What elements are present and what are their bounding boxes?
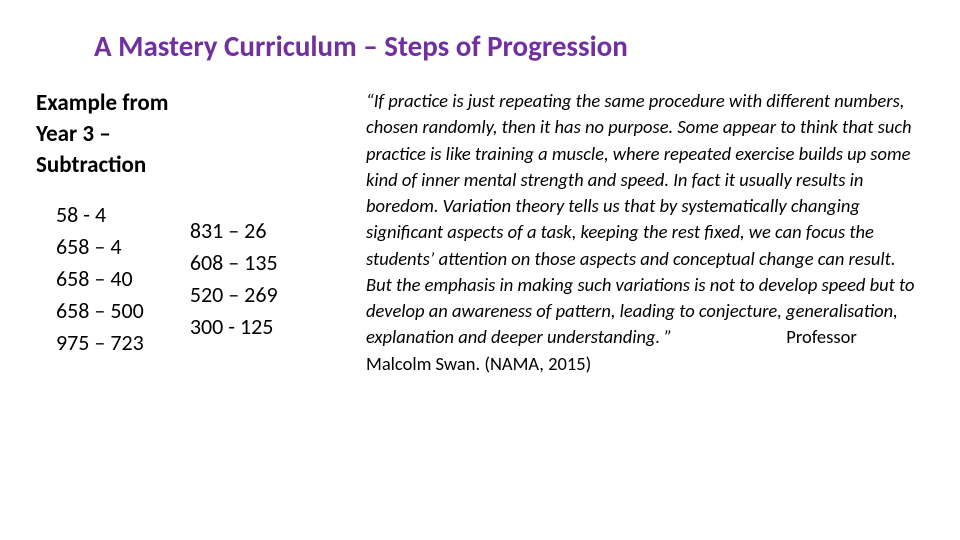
example-a3: 658 – 40 <box>56 263 144 295</box>
examples-col-b: 831 – 26 608 – 135 520 – 269 300 - 125 <box>190 215 278 358</box>
left-column: Example from Year 3 – Subtraction 58 - 4… <box>36 88 366 359</box>
example-a1: 58 - 4 <box>56 199 144 231</box>
example-a4: 658 – 500 <box>56 295 144 327</box>
example-heading-line1: Example from <box>36 88 354 119</box>
content-row: Example from Year 3 – Subtraction 58 - 4… <box>36 88 924 377</box>
example-heading-line2: Year 3 – <box>36 119 354 150</box>
quote-block: “If practice is just repeating the same … <box>366 88 924 377</box>
slide-container: A Mastery Curriculum – Steps of Progress… <box>0 0 960 401</box>
example-heading-line3: Subtraction <box>36 150 354 181</box>
examples-row: 58 - 4 658 – 4 658 – 40 658 – 500 975 – … <box>36 199 354 358</box>
quote-text: “If practice is just repeating the same … <box>366 89 914 348</box>
example-b2: 608 – 135 <box>190 247 278 279</box>
example-b3: 520 – 269 <box>190 279 278 311</box>
example-b4: 300 - 125 <box>190 311 278 343</box>
slide-title: A Mastery Curriculum – Steps of Progress… <box>94 28 924 64</box>
example-b1: 831 – 26 <box>190 215 278 247</box>
example-a2: 658 – 4 <box>56 231 144 263</box>
examples-col-a: 58 - 4 658 – 4 658 – 40 658 – 500 975 – … <box>56 199 144 358</box>
example-a5: 975 – 723 <box>56 327 144 359</box>
example-heading: Example from Year 3 – Subtraction <box>36 88 354 181</box>
